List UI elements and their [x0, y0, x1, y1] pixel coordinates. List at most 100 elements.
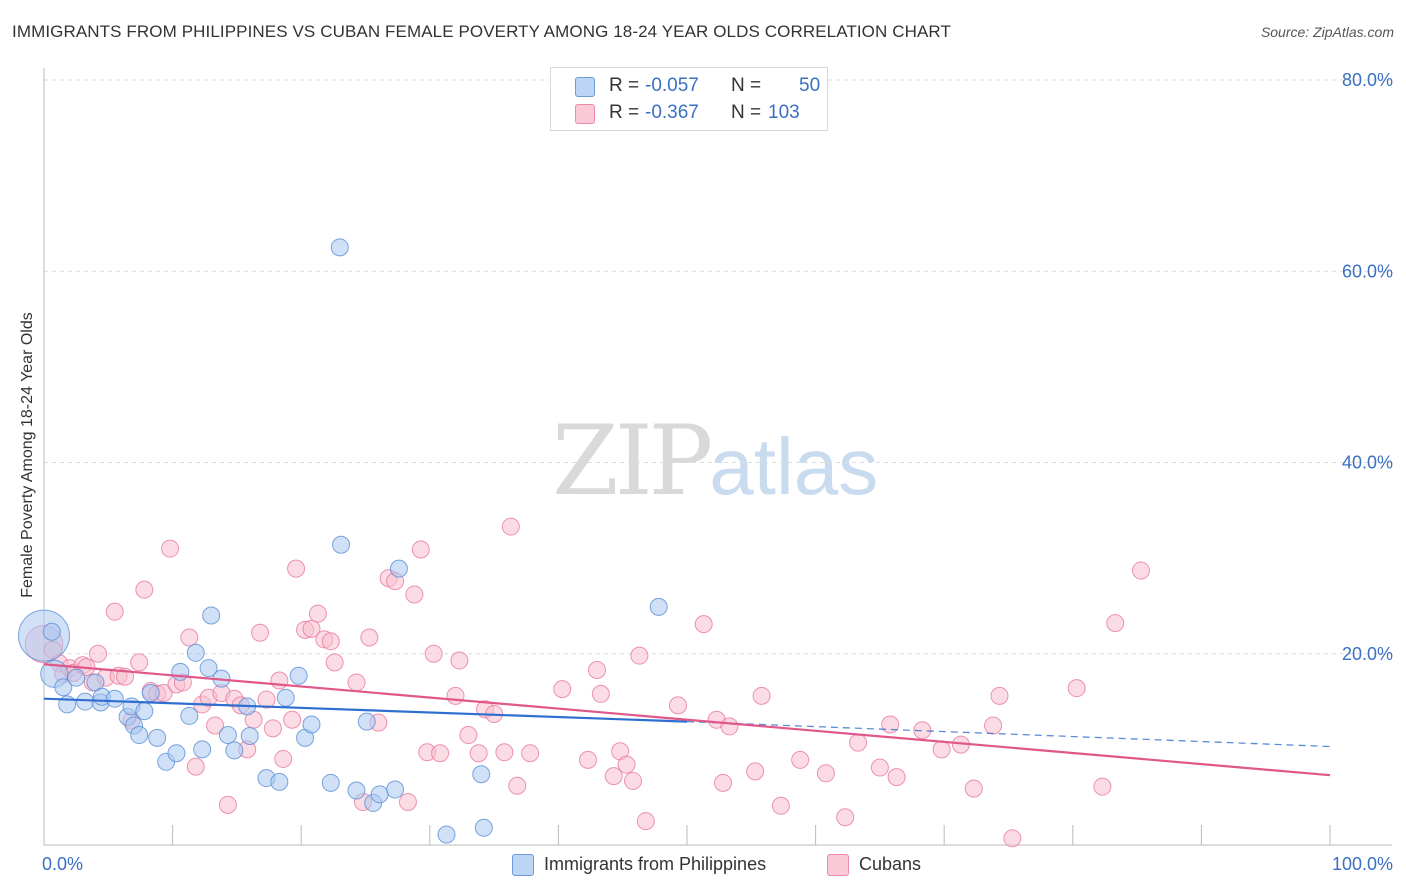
- chart-source: Source: ZipAtlas.com: [1260, 24, 1394, 40]
- point-philippines: [386, 780, 405, 799]
- point-cuban: [508, 776, 527, 795]
- point-philippines: [171, 662, 190, 681]
- point-cuban: [325, 653, 344, 672]
- point-cuban: [161, 539, 180, 558]
- point-philippines: [240, 726, 259, 745]
- point-cuban: [591, 684, 610, 703]
- point-cuban: [694, 615, 713, 634]
- point-cuban: [771, 796, 790, 815]
- point-cuban: [308, 604, 327, 623]
- point-cuban: [1093, 777, 1112, 796]
- legend-n-value: 103: [768, 102, 800, 123]
- x-tick-label: 0.0%: [42, 854, 83, 874]
- point-cuban: [321, 632, 340, 651]
- bottom-legend-swatch-cubans: [827, 854, 849, 876]
- point-cuban: [274, 749, 293, 768]
- point-philippines: [276, 688, 295, 707]
- point-cuban: [105, 602, 124, 621]
- point-philippines: [130, 726, 149, 745]
- point-philippines: [54, 678, 73, 697]
- point-cuban: [636, 812, 655, 831]
- legend-swatch-philippines: [575, 77, 595, 97]
- point-philippines: [330, 238, 349, 257]
- bottom-legend-label-cubans: Cubans: [859, 854, 922, 874]
- point-cuban: [257, 690, 276, 709]
- point-cuban: [360, 628, 379, 647]
- point-philippines: [135, 702, 154, 721]
- chart-title: IMMIGRANTS FROM PHILIPPINES VS CUBAN FEM…: [12, 22, 951, 41]
- point-cuban: [791, 750, 810, 769]
- watermark-zip: ZIP: [552, 405, 713, 517]
- legend-r-label: R =: [609, 102, 640, 123]
- point-cuban: [521, 744, 540, 763]
- point-cuban: [218, 795, 237, 814]
- point-cuban: [849, 733, 868, 752]
- point-philippines: [357, 712, 376, 731]
- point-philippines: [389, 559, 408, 578]
- point-philippines: [472, 765, 491, 784]
- point-cuban: [587, 661, 606, 680]
- point-cuban: [287, 559, 306, 578]
- point-cuban: [446, 686, 465, 705]
- point-cuban: [1106, 614, 1125, 633]
- point-cuban: [870, 758, 889, 777]
- y-tick-label: 80.0%: [1342, 70, 1393, 90]
- point-cuban: [1003, 829, 1022, 848]
- point-philippines: [199, 659, 218, 678]
- point-cuban: [302, 619, 321, 638]
- point-philippines: [218, 726, 237, 745]
- point-philippines: [649, 597, 668, 616]
- point-cuban: [459, 726, 478, 745]
- point-philippines: [474, 818, 493, 837]
- legend-r-label: R =: [609, 75, 640, 96]
- point-philippines: [76, 692, 95, 711]
- point-cuban: [431, 744, 450, 763]
- point-cuban: [347, 673, 366, 692]
- legend-n-label: N =: [731, 75, 762, 96]
- y-tick-label: 40.0%: [1342, 453, 1393, 473]
- point-cuban: [932, 740, 951, 759]
- point-philippines: [370, 785, 389, 804]
- trendline-philippines: [43, 697, 688, 723]
- point-cuban: [405, 585, 424, 604]
- point-cuban: [816, 764, 835, 783]
- point-cuban: [424, 644, 443, 663]
- point-cuban: [578, 750, 597, 769]
- point-cuban: [630, 646, 649, 665]
- point-cuban: [714, 773, 733, 792]
- point-philippines: [270, 772, 289, 791]
- legend-n-label: N =: [731, 102, 762, 123]
- point-cuban: [1067, 679, 1086, 698]
- point-cuban: [398, 792, 417, 811]
- point-philippines: [67, 668, 86, 687]
- point-cuban: [836, 808, 855, 827]
- point-cuban: [887, 768, 906, 787]
- bottom-legend-label-philippines: Immigrants from Philippines: [544, 854, 767, 874]
- point-cuban: [881, 715, 900, 734]
- correlation-legend: R = -0.057 N = 50 R = -0.367 N = 103: [550, 67, 828, 131]
- watermark-atlas: atlas: [709, 422, 879, 511]
- point-philippines: [332, 535, 351, 554]
- point-philippines: [437, 825, 456, 844]
- legend-r-value: -0.057: [645, 75, 699, 96]
- point-cuban: [553, 680, 572, 699]
- point-philippines: [141, 683, 160, 702]
- point-cuban: [251, 623, 270, 642]
- point-cuban: [964, 779, 983, 798]
- point-philippines: [302, 715, 321, 734]
- trendline-philippines-extrapolated: [686, 720, 1331, 748]
- point-cuban: [617, 755, 636, 774]
- point-cuban: [604, 767, 623, 786]
- point-philippines: [321, 773, 340, 792]
- point-cuban: [746, 762, 765, 781]
- point-philippines: [148, 728, 167, 747]
- point-cuban: [450, 651, 469, 670]
- point-cuban: [1131, 561, 1150, 580]
- legend-n-value: 50: [799, 75, 821, 96]
- point-cuban: [752, 686, 771, 705]
- point-philippines: [193, 740, 212, 759]
- legend-r-value: -0.367: [645, 102, 699, 123]
- point-cuban: [495, 743, 514, 762]
- y-tick-label: 20.0%: [1342, 644, 1393, 664]
